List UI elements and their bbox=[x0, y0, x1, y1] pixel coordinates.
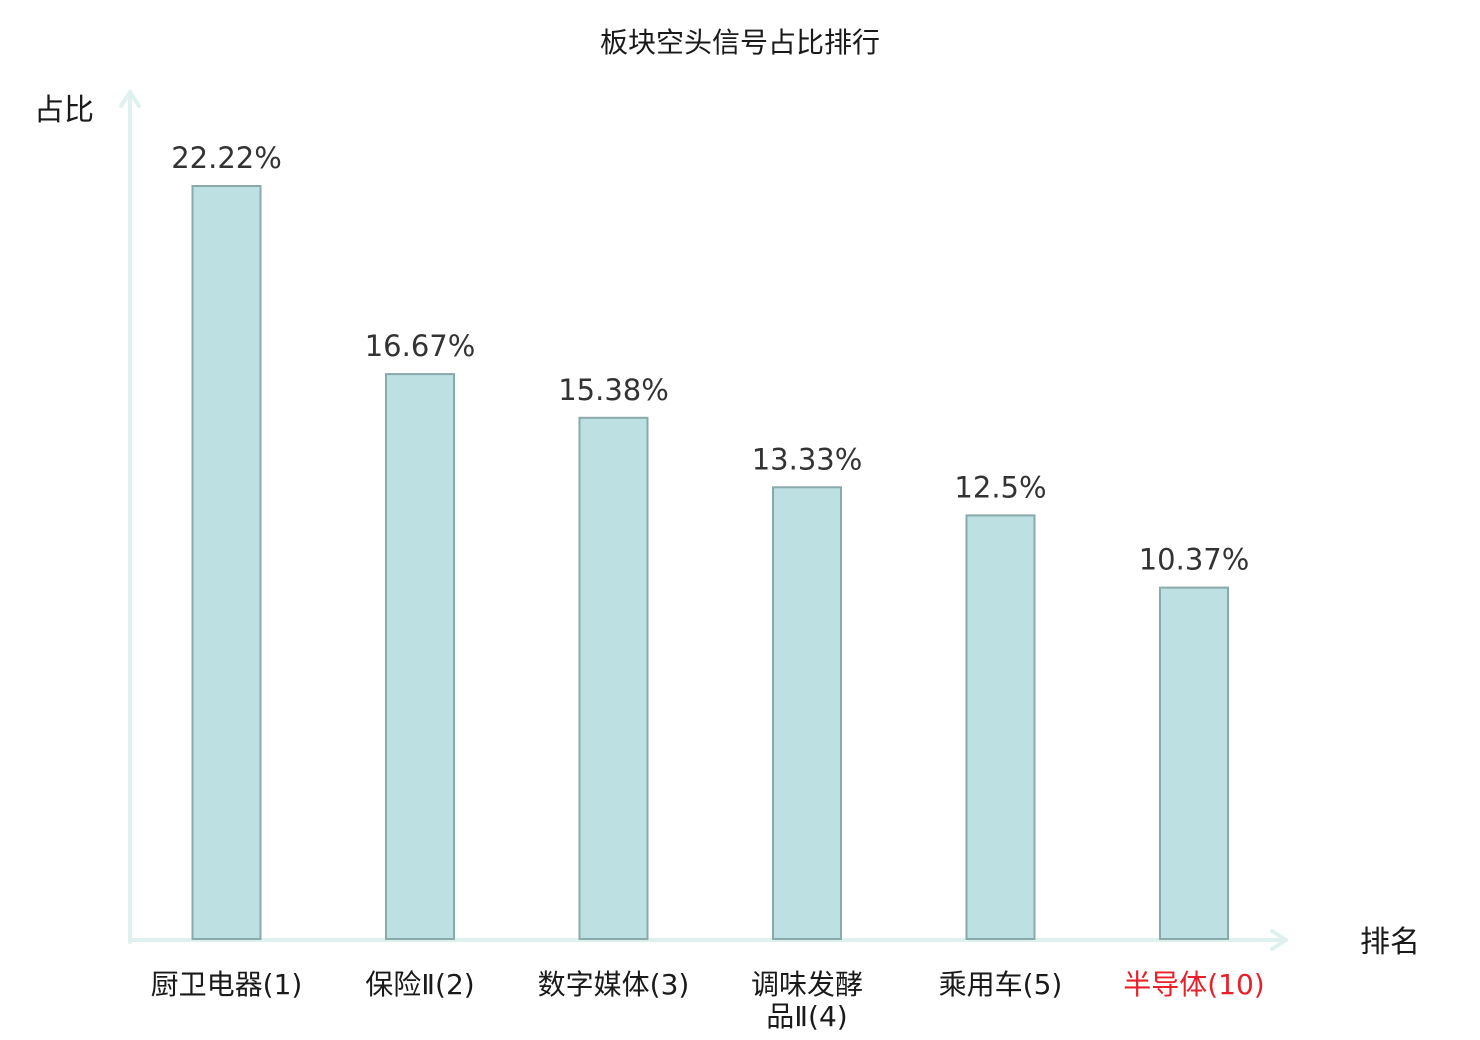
value-label-5: 12.5% bbox=[954, 470, 1046, 504]
bar-1 bbox=[191, 185, 262, 940]
x-axis-arrow bbox=[1270, 929, 1288, 951]
axes bbox=[119, 90, 1288, 951]
category-label-5: 乘用车(5) bbox=[939, 968, 1063, 1001]
category-labels-group: 厨卫电器(1) 保险Ⅱ(2) 数字媒体(3) 调味发酵品Ⅱ(4) 乘用车(5) 半导体(1… bbox=[151, 968, 1265, 1033]
category-label-3: 数字媒体(3) bbox=[538, 968, 690, 1001]
value-label-3: 15.38% bbox=[558, 373, 669, 407]
value-label-1: 22.22% bbox=[171, 141, 282, 175]
value-label-2: 16.67% bbox=[365, 329, 476, 363]
category-label-6: 半导体(10) bbox=[1123, 968, 1264, 1001]
bar-4 bbox=[772, 486, 842, 940]
value-labels-group: 22.22% 16.67% 15.38% 13.33% 12.5% 10.37% bbox=[171, 141, 1249, 577]
bars-group bbox=[191, 185, 1229, 941]
bar-3 bbox=[578, 416, 649, 940]
y-axis-arrow bbox=[119, 90, 141, 108]
y-axis-label: 占比 bbox=[34, 93, 94, 128]
category-label-1: 厨卫电器(1) bbox=[151, 968, 303, 1001]
x-axis-label: 排名 bbox=[1360, 925, 1420, 960]
bar-2 bbox=[385, 373, 455, 941]
bar-5 bbox=[965, 514, 1036, 941]
bar-6 bbox=[1159, 586, 1229, 940]
category-label-4: 调味发酵品Ⅱ(4) bbox=[751, 968, 863, 1033]
value-label-4: 13.33% bbox=[752, 442, 863, 476]
category-label-2: 保险Ⅱ(2) bbox=[365, 968, 474, 1001]
value-label-6: 10.37% bbox=[1139, 543, 1250, 577]
chart-title: 板块空头信号占比排行 bbox=[600, 26, 880, 59]
